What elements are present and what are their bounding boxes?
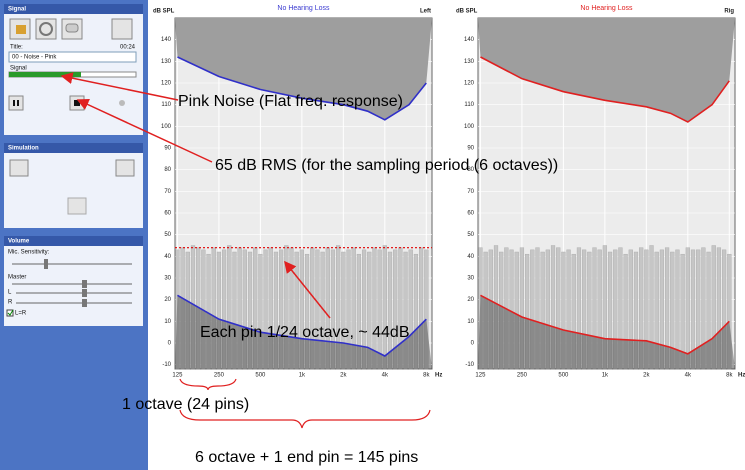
y-tick-label: 20 [164, 297, 171, 303]
button[interactable] [68, 198, 86, 214]
x-tick-label: 1k [299, 373, 306, 379]
x-tick-label: 125 [475, 373, 486, 379]
label: Title: [10, 45, 23, 51]
annotation: Pink Noise (Flat freq. response) [178, 93, 403, 110]
x-tick-label: 250 [517, 373, 528, 379]
y-tick-label: 120 [464, 81, 475, 87]
simulation-panel: Simulation [4, 143, 143, 228]
x-unit: Hz [738, 373, 745, 379]
x-unit: Hz [435, 373, 442, 379]
y-tick-label: 10 [467, 319, 474, 325]
label: Signal [10, 66, 27, 72]
label: Master [8, 275, 26, 281]
chart-title: No Hearing Loss [277, 5, 330, 12]
chart-title: No Hearing Loss [580, 5, 633, 12]
x-tick-label: 4k [685, 373, 692, 379]
x-tick-label: 500 [255, 373, 266, 379]
panel-heading: Simulation [8, 146, 39, 152]
x-tick-label: 4k [382, 373, 389, 379]
y-tick-label: 100 [464, 124, 475, 130]
y-tick-label: 60 [164, 211, 171, 217]
y-tick-label: 50 [164, 232, 171, 238]
y-tick-label: 70 [467, 189, 474, 195]
pin [686, 248, 690, 369]
y-tick-label: 20 [467, 297, 474, 303]
label: Mic. Sensitivity: [8, 250, 50, 256]
y-tick-label: 30 [467, 276, 474, 282]
panel-heading: Signal [8, 7, 26, 13]
time: 00:24 [120, 45, 136, 51]
signal-panel: Signal Title: 00:24 00 - Noise - Pink Si… [4, 4, 143, 135]
volume-panel: Volume Mic. Sensitivity: Master L R L=R [4, 236, 143, 326]
y-tick-label: 110 [161, 102, 171, 108]
pin [378, 250, 382, 369]
y-tick-label: 90 [164, 146, 171, 152]
y-axis-label: dB SPL [456, 9, 478, 15]
y-tick-label: -10 [465, 362, 474, 368]
y-tick-label: 90 [467, 146, 474, 152]
record-button[interactable] [119, 100, 125, 106]
track: 00 - Noise - Pink [12, 55, 57, 61]
y-tick-label: 130 [161, 59, 172, 65]
y-tick-label: 60 [467, 211, 474, 217]
x-tick-label: 8k [726, 373, 733, 379]
y-tick-label: 40 [467, 254, 474, 260]
pause-button[interactable] [9, 96, 23, 110]
y-tick-label: 100 [161, 124, 172, 130]
x-tick-label: 2k [643, 373, 650, 379]
x-tick-label: 8k [423, 373, 430, 379]
x-tick-label: 2k [340, 373, 347, 379]
y-tick-label: 140 [161, 37, 172, 43]
y-tick-label: 50 [467, 232, 474, 238]
y-tick-label: 30 [164, 276, 171, 282]
y-tick-label: 10 [164, 319, 171, 325]
y-tick-label: -10 [162, 362, 171, 368]
y-tick-label: 70 [164, 189, 171, 195]
x-tick-label: 1k [602, 373, 609, 379]
annotation: Each pin 1/24 octave, ~ 44dB [200, 324, 409, 341]
chart: 1252505001k2k4k8k-1001020304050607080901… [456, 5, 745, 379]
x-tick-label: 500 [558, 373, 569, 379]
y-tick-label: 80 [164, 167, 171, 173]
button[interactable] [112, 19, 132, 39]
channel-label: Left [420, 9, 431, 15]
x-tick-label: 250 [214, 373, 225, 379]
annotation: 65 dB RMS (for the sampling period (6 oc… [215, 157, 558, 174]
x-tick-label: 125 [172, 373, 183, 379]
channel-label: Rig [724, 9, 734, 15]
y-axis-label: dB SPL [153, 9, 175, 15]
y-tick-label: 130 [464, 59, 475, 65]
label: L=R [15, 311, 27, 317]
button[interactable] [10, 160, 28, 176]
panel-heading: Volume [8, 239, 30, 245]
y-tick-label: 40 [164, 254, 171, 260]
label: R [8, 300, 13, 306]
y-tick-label: 140 [464, 37, 475, 43]
button[interactable] [116, 160, 134, 176]
screen: Signal Title: 00:24 00 - Noise - Pink Si… [0, 0, 745, 470]
annotation: 1 octave (24 pins) [122, 396, 249, 413]
annotation: 6 octave + 1 end pin = 145 pins [195, 449, 418, 466]
y-tick-label: 110 [464, 102, 474, 108]
y-tick-label: 120 [161, 81, 172, 87]
pin [383, 246, 387, 370]
